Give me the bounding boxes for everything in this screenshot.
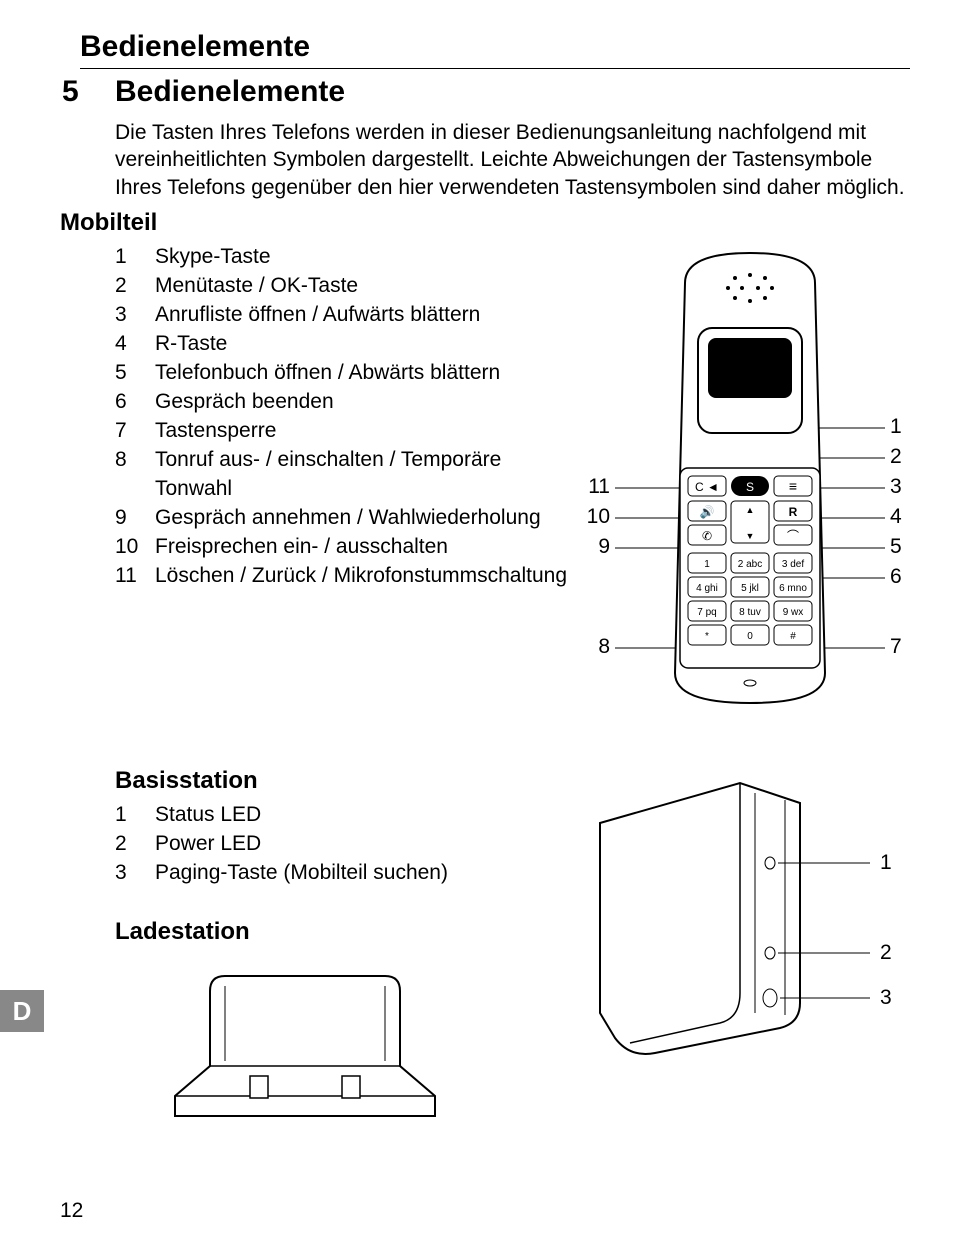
basis-legend: 1Status LED 2Power LED 3Paging-Taste (Mo… — [115, 801, 540, 888]
svg-text:9 wx: 9 wx — [783, 607, 804, 618]
list-item: 3Anrufliste öffnen / Aufwärts blättern — [115, 301, 580, 330]
svg-text:#: # — [790, 631, 796, 642]
svg-text:🔊: 🔊 — [700, 504, 715, 519]
svg-text:3: 3 — [880, 986, 892, 1009]
mobilteil-block: 1Skype-Taste 2Menütaste / OK-Taste 3Anru… — [60, 243, 910, 713]
list-item: 3Paging-Taste (Mobilteil suchen) — [115, 859, 540, 888]
svg-text:2 abc: 2 abc — [738, 559, 762, 570]
svg-text:8 tuv: 8 tuv — [739, 607, 761, 618]
svg-text:5 jkl: 5 jkl — [741, 583, 759, 594]
page-title: Bedienelemente — [80, 30, 910, 64]
callout-8: 8 — [598, 635, 610, 658]
list-item: 10Freisprechen ein- / ausschalten — [115, 533, 580, 562]
basis-row: Basisstation 1Status LED 2Power LED 3Pag… — [60, 763, 910, 1126]
list-item: 7Tastensperre — [115, 417, 580, 446]
callout-2: 2 — [890, 445, 902, 468]
svg-text:S: S — [746, 480, 754, 494]
list-item: 2Power LED — [115, 830, 540, 859]
basis-title: Basisstation — [115, 767, 540, 795]
list-item: 1Status LED — [115, 801, 540, 830]
section-title-row: 5 Bedienelemente — [60, 75, 910, 109]
svg-text:0: 0 — [747, 631, 753, 642]
callout-1: 1 — [890, 415, 902, 438]
section-title: Bedienelemente — [115, 75, 345, 109]
mobilteil-legend: 1Skype-Taste 2Menütaste / OK-Taste 3Anru… — [115, 243, 580, 591]
page-header: Bedienelemente — [80, 30, 910, 69]
callout-10: 10 — [587, 505, 610, 528]
intro-paragraph: Die Tasten Ihres Telefons werden in dies… — [115, 119, 910, 201]
list-item: 8Tonruf aus- / einschalten / Temporäre T… — [115, 446, 580, 504]
svg-text:1: 1 — [880, 851, 892, 874]
base-station-icon: 1 2 3 — [540, 763, 910, 1063]
callout-5: 5 — [890, 535, 902, 558]
list-item: 11Löschen / Zurück / Mikrofonstummschalt… — [115, 562, 580, 591]
language-badge: D — [0, 990, 44, 1032]
callout-9: 9 — [598, 535, 610, 558]
list-item: 1Skype-Taste — [115, 243, 580, 272]
mobilteil-title: Mobilteil — [60, 209, 910, 237]
handset-icon: C ◄ S ≡ 🔊 ▲ ▼ R ✆ ⌒ 1 — [675, 253, 825, 703]
callout-7: 7 — [890, 635, 902, 658]
svg-text:R: R — [789, 505, 798, 519]
callout-4: 4 — [890, 505, 902, 528]
svg-text:7 pq: 7 pq — [697, 607, 716, 618]
svg-text:4 ghi: 4 ghi — [696, 583, 718, 594]
svg-text:✆: ✆ — [702, 529, 712, 543]
svg-text:C ◄: C ◄ — [695, 480, 719, 494]
list-item: 2Menütaste / OK-Taste — [115, 272, 580, 301]
svg-text:2: 2 — [880, 941, 892, 964]
svg-text:⌒: ⌒ — [787, 529, 799, 543]
list-item: 6Gespräch beenden — [115, 388, 580, 417]
svg-text:1: 1 — [704, 559, 710, 570]
page-number: 12 — [60, 1199, 83, 1223]
section-number: 5 — [60, 75, 115, 109]
callout-11: 11 — [588, 475, 610, 498]
svg-text:3 def: 3 def — [782, 559, 804, 570]
svg-text:≡: ≡ — [789, 478, 797, 494]
callout-3: 3 — [890, 475, 902, 498]
ladestation-title: Ladestation — [115, 918, 540, 946]
svg-text:6 mno: 6 mno — [779, 583, 807, 594]
svg-text:▼: ▼ — [746, 531, 755, 541]
list-item: 4R-Taste — [115, 330, 580, 359]
charger-icon — [155, 956, 455, 1126]
handset-diagram: 11 10 9 8 1 2 3 4 5 6 7 — [580, 243, 910, 713]
list-item: 5Telefonbuch öffnen / Abwärts blättern — [115, 359, 580, 388]
svg-text:▲: ▲ — [746, 505, 755, 515]
svg-text:*: * — [705, 631, 709, 642]
list-item: 9Gespräch annehmen / Wahlwiederholung — [115, 504, 580, 533]
callout-6: 6 — [890, 565, 902, 588]
